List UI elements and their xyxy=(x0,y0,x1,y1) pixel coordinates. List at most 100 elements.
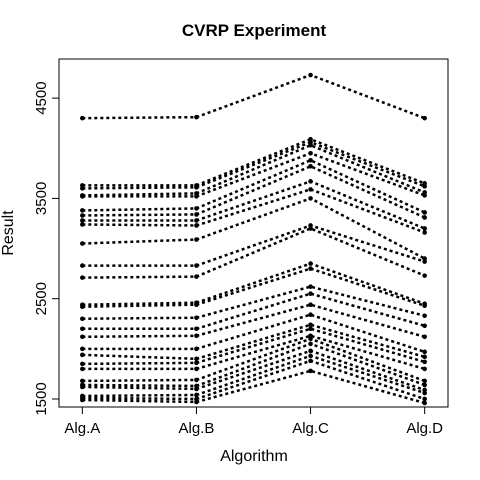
data-point xyxy=(80,218,85,223)
data-point xyxy=(308,187,313,192)
series xyxy=(80,187,427,235)
data-point xyxy=(194,360,199,366)
data-point xyxy=(422,334,427,340)
series-line xyxy=(82,227,426,279)
series-line xyxy=(82,285,425,320)
data-point xyxy=(308,302,313,308)
data-point xyxy=(194,377,199,383)
data-point xyxy=(308,157,313,163)
data-point xyxy=(80,213,85,218)
data-point xyxy=(80,241,85,246)
data-point xyxy=(422,354,427,360)
series-line xyxy=(82,140,426,190)
data-point xyxy=(80,186,85,191)
data-point xyxy=(308,266,313,271)
data-point xyxy=(80,275,85,280)
data-point xyxy=(194,399,199,405)
data-point xyxy=(194,185,199,190)
series-line xyxy=(82,342,426,388)
series-line xyxy=(82,354,426,398)
series xyxy=(80,196,427,261)
data-point xyxy=(80,346,85,352)
series xyxy=(80,179,427,231)
x-tick-label: Alg.C xyxy=(292,420,329,437)
series xyxy=(80,336,427,384)
y-axis: 1500 2500 3500 4500 xyxy=(33,81,59,416)
data-point xyxy=(308,322,313,328)
data-point xyxy=(422,210,427,215)
series-line xyxy=(82,143,426,197)
x-tick-label: Alg.B xyxy=(179,420,215,437)
data-point xyxy=(194,326,199,332)
series xyxy=(80,223,427,268)
series-line xyxy=(82,359,426,401)
data-point xyxy=(308,226,313,231)
data-point xyxy=(194,346,199,352)
data-point xyxy=(422,115,427,121)
data-point xyxy=(194,315,199,321)
series xyxy=(80,261,427,308)
data-point xyxy=(80,361,85,367)
data-point xyxy=(194,333,199,339)
data-point xyxy=(80,194,85,199)
series-line xyxy=(82,349,426,392)
series xyxy=(80,322,427,362)
data-point xyxy=(194,218,199,223)
data-point xyxy=(308,336,313,342)
data-point xyxy=(80,366,85,372)
data-point xyxy=(194,212,199,217)
data-point xyxy=(194,263,199,268)
y-tick-label: 3500 xyxy=(33,182,50,215)
series-line xyxy=(82,313,426,354)
y-tick-label: 4500 xyxy=(33,81,50,114)
data-point xyxy=(422,215,427,220)
data-point xyxy=(80,208,85,213)
data-point xyxy=(308,284,313,289)
data-point xyxy=(80,352,85,358)
series-line xyxy=(82,158,426,214)
series-line xyxy=(82,267,426,308)
series-line xyxy=(82,224,426,267)
data-point xyxy=(194,206,199,211)
chart-title: CVRP Experiment xyxy=(182,21,327,40)
series xyxy=(80,72,427,121)
data-point xyxy=(308,150,313,156)
data-point xyxy=(422,390,427,396)
data-point xyxy=(308,196,313,201)
data-point xyxy=(194,274,199,279)
x-axis-label: Algorithm xyxy=(220,448,288,465)
series-line xyxy=(82,323,425,361)
data-point xyxy=(80,115,85,121)
data-point xyxy=(422,378,427,384)
data-point xyxy=(80,326,85,332)
series xyxy=(80,348,427,393)
data-point xyxy=(422,259,427,264)
data-point xyxy=(308,358,313,364)
data-point xyxy=(422,193,427,198)
x-tick-label: Alg.A xyxy=(64,420,100,437)
data-point xyxy=(422,303,427,309)
data-point xyxy=(422,349,427,355)
series xyxy=(80,164,427,220)
data-point xyxy=(194,302,199,308)
x-tick-label: Alg.D xyxy=(406,420,443,437)
series xyxy=(80,284,427,322)
data-point xyxy=(308,291,313,296)
data-point xyxy=(80,334,85,340)
series xyxy=(80,136,427,188)
data-point xyxy=(422,366,427,372)
series xyxy=(80,157,427,215)
data-point xyxy=(308,312,313,318)
y-axis-label: Result xyxy=(0,210,17,256)
series-line xyxy=(82,137,426,187)
series-line xyxy=(82,151,426,198)
data-point xyxy=(422,396,427,402)
series xyxy=(80,302,427,340)
data-point xyxy=(422,359,427,365)
data-point xyxy=(308,353,313,359)
series xyxy=(80,312,427,355)
series xyxy=(80,266,427,310)
series-line xyxy=(82,292,425,331)
data-point xyxy=(422,273,427,278)
